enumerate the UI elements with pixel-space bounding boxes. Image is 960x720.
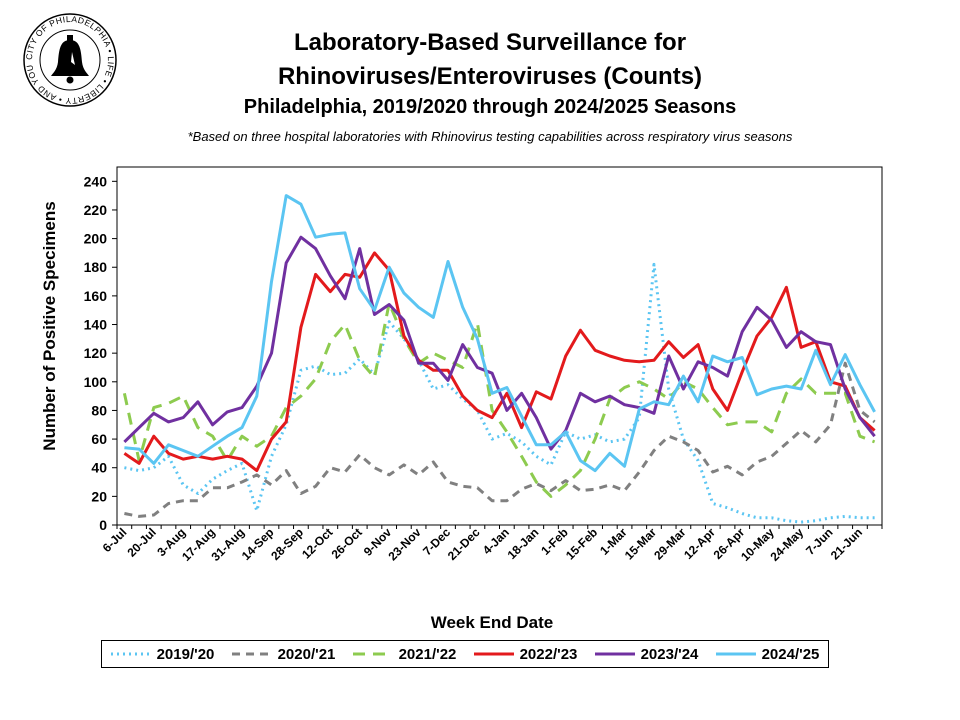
legend-label: 2022/'23 [519, 645, 578, 663]
x-tick-label: 15-Feb [563, 525, 600, 562]
legend-item: 2022/'23 [473, 645, 578, 663]
x-tick-label: 29-Mar [651, 525, 688, 562]
series-line-0 [124, 262, 875, 524]
legend-swatch [473, 652, 514, 656]
series-line-1 [124, 361, 876, 518]
y-tick-label: 120 [84, 345, 108, 361]
legend-item: 2021/'22 [352, 645, 457, 663]
legend-item: 2023/'24 [594, 645, 699, 663]
series-line-4 [123, 235, 876, 451]
y-tick-label: 40 [91, 460, 107, 476]
y-axis-label: Number of Positive Specimens [40, 201, 59, 450]
legend-swatch [352, 652, 393, 656]
y-tick-label: 140 [84, 317, 108, 333]
x-tick-label: 14-Sep [239, 525, 277, 563]
x-tick-label: 12-Apr [681, 525, 718, 562]
series-line-5 [124, 194, 876, 473]
x-tick-label: 21-Dec [445, 525, 483, 563]
y-tick-label: 100 [84, 374, 108, 390]
chart-subtitle: Philadelphia, 2019/2020 through 2024/202… [243, 96, 737, 118]
legend-swatch [231, 652, 272, 656]
y-tick-label: 240 [84, 173, 108, 189]
y-tick-label: 160 [84, 288, 108, 304]
legend-label: 2021/'22 [398, 645, 457, 663]
legend-swatch [715, 652, 756, 656]
y-axis: 0 20 40 60 80 100 120 140 160 180 200 220 240 [84, 173, 117, 533]
legend-item: 2024/'25 [715, 645, 820, 663]
liberty-bell-logo: CITY OF PHILADELPHIA • LIFE • LIBERTY • … [23, 13, 117, 107]
y-tick-label: 200 [84, 231, 108, 247]
x-tick-label: 28-Sep [268, 525, 306, 563]
x-tick-label: 15-Mar [622, 525, 659, 562]
legend-label: 2019/'20 [156, 645, 215, 663]
series-line-3 [123, 251, 876, 473]
y-tick-label: 80 [91, 402, 107, 418]
x-tick-label: 24-May [768, 525, 807, 564]
y-tick-label: 180 [84, 259, 108, 275]
y-tick-label: 20 [91, 488, 107, 504]
x-tick-label: 26-Oct [329, 525, 365, 561]
legend-swatch [594, 652, 635, 656]
y-tick-label: 220 [84, 202, 108, 218]
legend-swatch [110, 652, 151, 656]
legend: 2019/'20 2020/'21 2021/'22 2022/'23 2023/'24… [101, 640, 829, 668]
x-tick-label: 23-Nov [386, 525, 424, 563]
x-tick-label: 20-Jul [124, 525, 158, 559]
series-line-2 [122, 301, 876, 498]
x-tick-label: 31-Aug [209, 525, 248, 564]
legend-label: 2024/'25 [761, 645, 820, 663]
legend-label: 2020/'21 [277, 645, 336, 663]
chart-note: *Based on three hospital laboratories wi… [187, 129, 793, 144]
legend-item: 2020/'21 [231, 645, 336, 663]
x-axis-label: Week End Date [431, 613, 554, 632]
x-axis: 6-Jul20-Jul3-Aug17-Aug31-Aug14-Sep28-Sep… [100, 525, 883, 564]
chart-title-line2: Rhinoviruses/Enteroviruses (Counts) [277, 63, 703, 90]
legend-item: 2019/'20 [110, 645, 215, 663]
x-tick-label: 21-Jun [828, 525, 865, 562]
legend-label: 2023/'24 [640, 645, 699, 663]
y-tick-label: 60 [91, 431, 107, 447]
y-tick-label: 0 [99, 517, 107, 533]
plot-area [116, 166, 883, 526]
x-tick-label: 18-Jan [505, 525, 542, 562]
chart-title: Laboratory-Based Surveillance for [293, 29, 687, 56]
series-lines [122, 194, 876, 524]
city-of-philadelphia-seal: CITY OF PHILADELPHIA • LIFE • LIBERTY • … [20, 10, 120, 110]
x-tick-label: 12-Oct [299, 525, 335, 561]
